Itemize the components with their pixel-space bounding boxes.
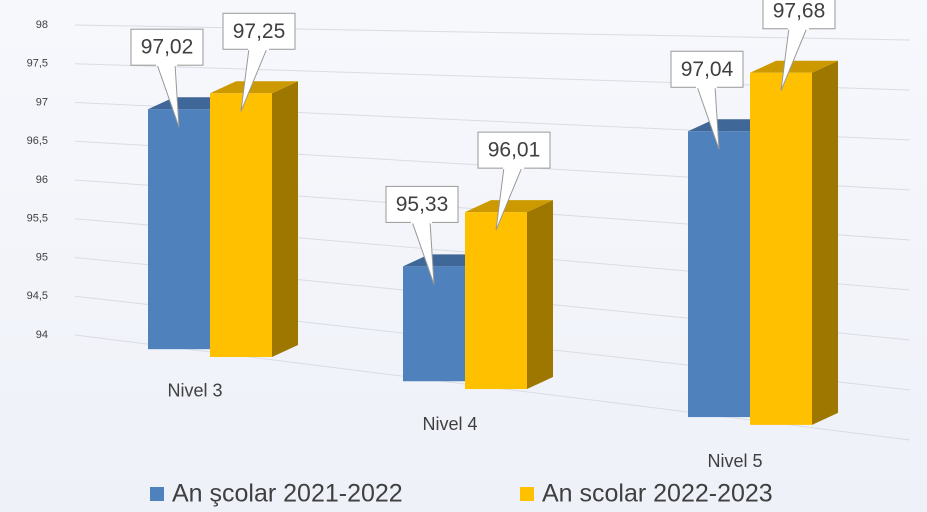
legend-label: An şcolar 2021-2022	[172, 480, 403, 508]
bar	[210, 81, 298, 357]
bar-front	[403, 266, 465, 382]
bar	[750, 60, 838, 425]
legend-swatch	[520, 487, 534, 501]
callout-cover	[248, 47, 269, 51]
y-tick-label: 95	[36, 251, 48, 263]
data-label: 95,33	[396, 193, 449, 216]
y-tick-label: 97	[36, 96, 48, 108]
callout-cover	[156, 63, 177, 67]
data-label: 97,02	[141, 36, 194, 59]
bar-side	[527, 200, 553, 390]
x-tick-label: Nivel 4	[422, 414, 477, 434]
bar-top	[750, 60, 838, 73]
y-tick-label: 98	[36, 19, 48, 31]
data-label: 97,68	[773, 0, 826, 22]
callout-cover	[788, 26, 809, 30]
bar-top	[465, 200, 553, 213]
bar-front	[465, 212, 527, 390]
bar-side	[812, 60, 838, 425]
callout-cover	[503, 166, 524, 170]
callout-cover	[411, 220, 432, 224]
callout-cover	[696, 85, 717, 89]
bar-top	[210, 81, 298, 94]
data-label: 97,25	[233, 20, 286, 43]
legend-label: An scolar 2022-2023	[542, 480, 773, 508]
data-label: 97,04	[681, 58, 734, 81]
bar-front	[210, 93, 272, 357]
y-tick-label: 96,5	[27, 135, 48, 147]
x-tick-label: Nivel 5	[707, 451, 762, 471]
bar	[465, 200, 553, 390]
y-tick-label: 95,5	[27, 213, 48, 225]
x-tick-label: Nivel 3	[167, 381, 222, 401]
bar-side	[272, 81, 298, 357]
callout-box	[762, 0, 836, 30]
callout-box	[670, 50, 744, 88]
data-label: 96,01	[488, 139, 541, 162]
y-tick-label: 94,5	[27, 290, 48, 302]
grid-line	[74, 24, 911, 41]
y-tick-label: 97,5	[27, 58, 48, 70]
legend-swatch	[150, 487, 164, 501]
bar-front	[750, 72, 812, 425]
bar-front	[688, 131, 750, 418]
callout-box	[477, 131, 551, 169]
bar-front	[148, 109, 210, 350]
y-tick-label: 94	[36, 329, 48, 341]
callout-box	[385, 185, 459, 223]
y-tick-label: 96	[36, 174, 48, 186]
